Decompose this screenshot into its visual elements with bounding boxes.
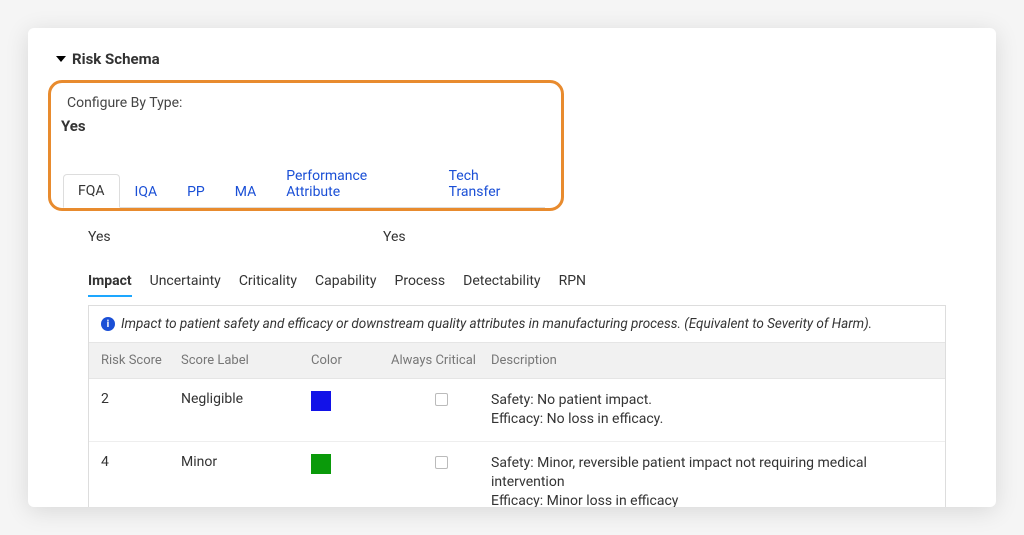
col-header-always-critical: Always Critical <box>391 353 491 368</box>
subtab-process[interactable]: Process <box>395 273 446 297</box>
configure-by-type-value: Yes <box>61 117 545 135</box>
cell-color <box>311 391 391 415</box>
cell-always-critical <box>391 454 491 469</box>
desc-line-1: Safety: Minor, reversible patient impact… <box>491 454 933 492</box>
cell-description: Safety: No patient impact. Efficacy: No … <box>491 391 933 429</box>
collapse-caret-icon[interactable] <box>56 56 66 62</box>
subtab-impact[interactable]: Impact <box>88 273 132 297</box>
section-title: Risk Schema <box>72 50 160 68</box>
table-row: 2 Negligible Safety: No patient impact. … <box>89 379 945 442</box>
cell-score-label: Negligible <box>181 391 311 407</box>
col-header-color: Color <box>311 353 391 368</box>
color-swatch <box>311 391 331 411</box>
subtab-detectability[interactable]: Detectability <box>463 273 540 297</box>
subtab-criticality[interactable]: Criticality <box>239 273 297 297</box>
risk-table: i Impact to patient safety and efficacy … <box>88 305 946 507</box>
subtab-rpn[interactable]: RPN <box>559 273 586 297</box>
risk-schema-card: Risk Schema Configure By Type: Yes FQA I… <box>28 28 996 507</box>
col-header-risk-score: Risk Score <box>101 353 181 368</box>
section-header[interactable]: Risk Schema <box>56 50 982 68</box>
tab-tech-transfer[interactable]: Tech Transfer <box>434 159 545 208</box>
color-swatch <box>311 454 331 474</box>
configure-by-type-label: Configure By Type: <box>67 95 545 111</box>
desc-line-1: Safety: No patient impact. <box>491 391 933 410</box>
cell-risk-score: 4 <box>101 454 181 470</box>
desc-line-2: Efficacy: No loss in efficacy. <box>491 410 933 429</box>
cell-risk-score: 2 <box>101 391 181 407</box>
tab-ma[interactable]: MA <box>220 175 271 208</box>
tab-performance-attribute[interactable]: Performance Attribute <box>271 159 433 208</box>
subtab-uncertainty[interactable]: Uncertainty <box>150 273 221 297</box>
col-header-description: Description <box>491 353 933 368</box>
info-row: i Impact to patient safety and efficacy … <box>89 306 945 343</box>
tab-fqa[interactable]: FQA <box>63 174 120 208</box>
subtab-capability[interactable]: Capability <box>315 273 376 297</box>
cell-description: Safety: Minor, reversible patient impact… <box>491 454 933 507</box>
table-header-row: Risk Score Score Label Color Always Crit… <box>89 343 945 379</box>
col-header-score-label: Score Label <box>181 353 311 368</box>
cell-always-critical <box>391 391 491 406</box>
desc-line-2: Efficacy: Minor loss in efficacy <box>491 492 933 507</box>
tab-body: Yes Yes Impact Uncertainty Criticality C… <box>42 229 982 507</box>
cell-score-label: Minor <box>181 454 311 470</box>
tab-iqa[interactable]: IQA <box>120 175 173 208</box>
cell-color <box>311 454 391 478</box>
sub-tabstrip: Impact Uncertainty Criticality Capabilit… <box>88 273 946 297</box>
yes-row: Yes Yes <box>88 229 946 245</box>
checkbox-unchecked-icon[interactable] <box>435 393 448 406</box>
configure-by-type-highlight: Configure By Type: Yes FQA IQA PP MA Per… <box>48 80 564 211</box>
tab-pp[interactable]: PP <box>172 175 220 208</box>
yes-right: Yes <box>383 229 406 245</box>
info-icon: i <box>101 317 115 331</box>
info-text: Impact to patient safety and efficacy or… <box>121 316 872 332</box>
checkbox-unchecked-icon[interactable] <box>435 456 448 469</box>
table-row: 4 Minor Safety: Minor, reversible patien… <box>89 442 945 507</box>
type-tabstrip: FQA IQA PP MA Performance Attribute Tech… <box>63 159 545 208</box>
yes-left: Yes <box>88 229 383 245</box>
